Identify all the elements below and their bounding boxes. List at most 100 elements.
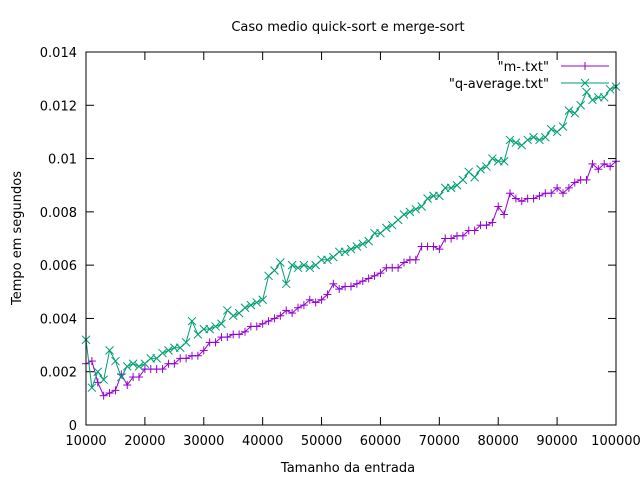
series-2-point	[523, 135, 533, 145]
x-tick-label: 80000	[478, 434, 519, 449]
series-1-point	[347, 282, 355, 291]
series-2-point	[275, 258, 285, 267]
series-2-point	[411, 204, 421, 214]
series-1-point	[235, 330, 244, 339]
series-2-point	[281, 279, 291, 289]
series-2-point	[576, 100, 586, 110]
x-tick-label: 90000	[536, 434, 577, 449]
series-2-point	[240, 303, 250, 313]
series-1-point	[517, 197, 526, 206]
series-1-point	[311, 298, 320, 307]
series-1-point	[535, 191, 544, 200]
series-1-point	[158, 365, 167, 374]
series-2-point	[505, 135, 515, 145]
legend-entry: "m-.txt"	[498, 60, 609, 75]
series-2-point	[399, 210, 409, 219]
series-2-point	[116, 372, 126, 382]
series-2-point	[487, 154, 497, 163]
series-2-point	[358, 239, 368, 249]
x-tick-label: 70000	[419, 434, 460, 449]
series-1-point	[429, 242, 438, 251]
series-1-point	[323, 290, 332, 299]
series-2-point	[258, 295, 268, 305]
series-1-line	[85, 160, 617, 397]
series-1-point	[276, 311, 285, 320]
series-1-point	[264, 317, 273, 326]
series-2-point	[476, 164, 485, 174]
series-2-point	[111, 356, 120, 366]
series-1-point	[99, 391, 108, 400]
series-1-point	[270, 314, 279, 323]
series-1-point	[317, 295, 326, 304]
series-1-point	[199, 346, 208, 355]
series-1-point	[494, 202, 503, 211]
y-tick-label: 0.014	[40, 46, 77, 61]
legend-label: "q-average.txt"	[449, 77, 549, 92]
series-2-point	[364, 236, 374, 246]
series-1-point	[364, 274, 373, 283]
legend-swatch-marker	[581, 62, 589, 70]
series-1-point	[223, 333, 232, 342]
series-1-point	[305, 295, 314, 304]
series-1-point	[329, 279, 338, 288]
series-2-point	[434, 191, 444, 201]
series-1-point	[105, 389, 114, 398]
series-2-point	[128, 359, 138, 369]
series-1-point	[559, 189, 567, 198]
series-2-point	[340, 247, 350, 257]
series-1-point	[335, 285, 344, 294]
series-2-point	[352, 242, 362, 251]
series-1-point	[288, 309, 297, 318]
x-axis-label: Tamanho da entrada	[280, 461, 415, 476]
series-2-point	[558, 122, 568, 131]
series-2-point	[299, 260, 309, 270]
series-2-point	[446, 183, 456, 193]
x-tick-label: 50000	[301, 434, 342, 449]
series-2-point	[511, 138, 521, 147]
y-tick-label: 0	[69, 419, 77, 434]
series-1-point	[582, 175, 591, 184]
series-2-point	[270, 266, 279, 275]
series-1-point	[211, 338, 220, 347]
series-1-point	[500, 210, 509, 219]
series-2-point	[570, 108, 580, 118]
series-1-point	[470, 226, 479, 235]
series-2-point	[588, 95, 597, 105]
series-1-point	[87, 357, 96, 366]
x-tick-label: 10000	[65, 434, 106, 449]
series-1-point	[135, 373, 143, 382]
series-2-point	[99, 375, 109, 385]
series-1-point	[600, 159, 609, 168]
series-1	[82, 157, 620, 400]
series-2-point	[134, 362, 144, 371]
series-2	[81, 82, 621, 393]
series-1-point	[588, 159, 597, 168]
y-axis-label: Tempo em segundos	[10, 171, 25, 306]
chart-title: Caso medio quick-sort e merge-sort	[231, 20, 464, 35]
series-1-point	[594, 165, 603, 174]
series-1-point	[553, 183, 562, 192]
series-2-point	[87, 383, 97, 393]
series-1-point	[299, 301, 308, 310]
series-2-point	[122, 362, 132, 371]
series-1-point	[182, 354, 191, 363]
series-2-point	[546, 124, 556, 134]
series-2-point	[93, 367, 103, 377]
series-1-point	[606, 162, 615, 171]
series-1-point	[458, 231, 467, 240]
series-2-point	[187, 316, 197, 326]
series-1-point	[506, 189, 514, 198]
axis-ticks: 0 0.002 0.004 0.006 0.008 0.01 0.012 0.014 10000…	[40, 46, 640, 449]
series-2-point	[158, 348, 167, 358]
series-2-point	[246, 300, 256, 310]
legend-swatch-marker	[580, 78, 590, 88]
x-tick-label: 20000	[124, 434, 165, 449]
series-2-point	[181, 338, 191, 347]
series-2-point	[417, 202, 427, 211]
series-1-point	[394, 263, 403, 272]
x-tick-label: 30000	[183, 434, 224, 449]
y-tick-label: 0.012	[40, 99, 77, 114]
series-2-point	[293, 263, 303, 273]
y-tick-label: 0.004	[40, 312, 77, 327]
series-1-point	[252, 322, 261, 331]
